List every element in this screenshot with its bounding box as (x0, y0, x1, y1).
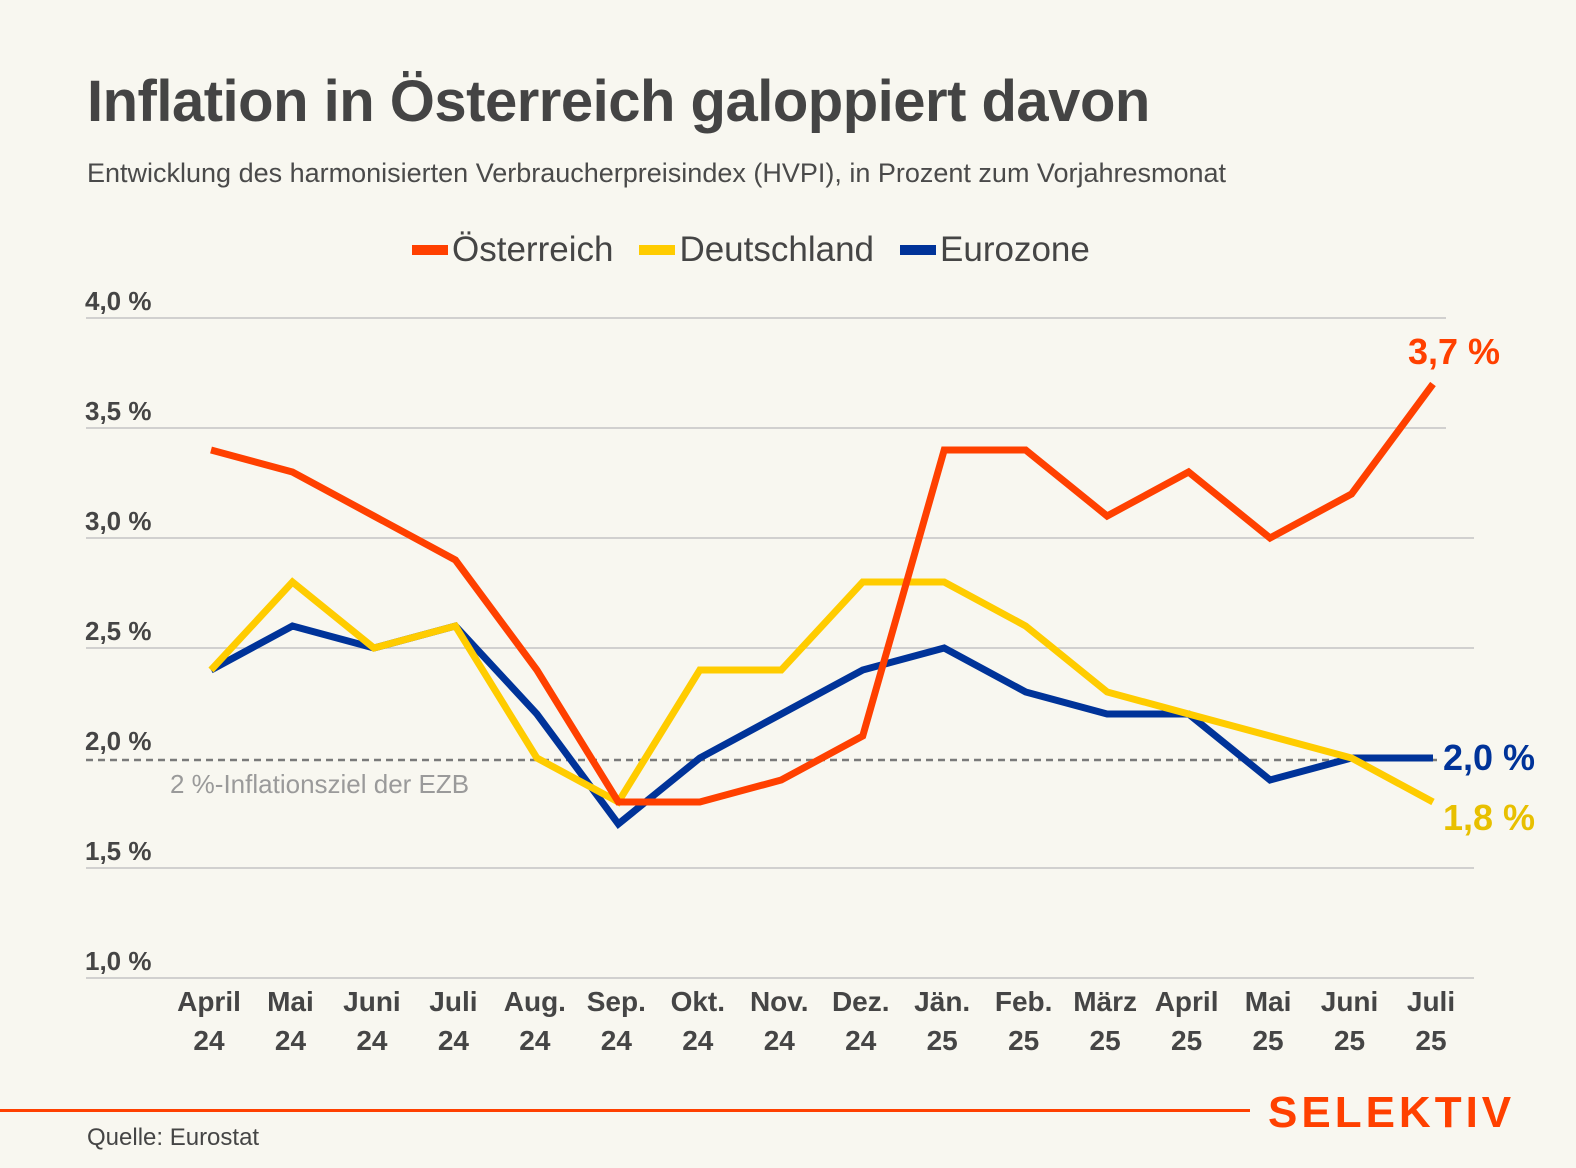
series-lines (208, 381, 1436, 830)
x-tick-label-month: April (177, 986, 241, 1017)
x-tick-label-year: 25 (1008, 1025, 1039, 1056)
x-tick-label-month: Nov. (750, 986, 809, 1017)
x-tick-label-year: 25 (1090, 1025, 1121, 1056)
target-line-group: 2 %-Inflationsziel der EZB (86, 758, 1440, 799)
x-tick-label-month: Mai (267, 986, 314, 1017)
x-tick-label-month: Sep. (587, 986, 646, 1017)
x-tick-label-year: 24 (356, 1025, 388, 1056)
end-labels: 3,7 % 1,8 % 2,0 % (1408, 331, 1535, 838)
x-tick-label-month: März (1073, 986, 1137, 1017)
series-line-germany (208, 577, 1435, 807)
legend-item-eurozone: Eurozone (900, 230, 1090, 270)
x-tick-label-month: Jän. (914, 986, 970, 1017)
x-tick-label-year: 24 (601, 1025, 633, 1056)
legend-swatch-germany (639, 245, 676, 255)
x-tick-label-month: Mai (1245, 986, 1292, 1017)
x-tick-label-month: Juni (343, 986, 401, 1017)
x-tick-label-month: Juli (1407, 986, 1455, 1017)
y-tick-label: 4,0 % (85, 286, 152, 316)
y-axis-ticks: 1,0 % 1,5 % 2,0 % 2,5 % 3,0 % 3,5 % 4,0 % (85, 286, 152, 976)
chart-subtitle: Entwicklung des harmonisierten Verbrauch… (87, 158, 1227, 188)
x-tick-label-year: 24 (438, 1025, 470, 1056)
x-tick-label-month: April (1155, 986, 1219, 1017)
x-tick-label-year: 25 (1415, 1025, 1446, 1056)
chart-title: Inflation in Österreich galoppiert davon (87, 69, 1150, 134)
x-tick-label-month: Okt. (671, 986, 725, 1017)
x-tick-label-month: Aug. (504, 986, 566, 1017)
y-tick-label: 3,0 % (85, 506, 152, 536)
x-tick-label-month: Feb. (995, 986, 1053, 1017)
x-tick-label-year: 24 (845, 1025, 877, 1056)
x-axis-ticks: April 24 Mai 24 Juni 24 Juli 24 Aug. 24 Sep. 24 Okt.… (177, 986, 1455, 1056)
x-tick-label-year: 24 (275, 1025, 307, 1056)
y-tick-label: 2,5 % (85, 616, 152, 646)
legend-swatch-eurozone (900, 245, 937, 255)
x-tick-label-year: 24 (682, 1025, 714, 1056)
x-tick-label-month: Juli (429, 986, 477, 1017)
series-line-austria (210, 381, 1436, 806)
legend-item-austria: Österreich (412, 230, 613, 270)
x-tick-label-year: 25 (1171, 1025, 1202, 1056)
line-chart: 1,0 % 1,5 % 2,0 % 2,5 % 3,0 % 3,5 % 4,0 % 2 %-… (85, 286, 1535, 1056)
source-note: Quelle: Eurostat (87, 1124, 260, 1151)
legend-label-eurozone: Eurozone (940, 230, 1090, 269)
end-label-germany: 1,8 % (1443, 797, 1535, 838)
legend-label-austria: Österreich (452, 230, 614, 269)
y-tick-label: 1,0 % (85, 946, 152, 976)
x-tick-label-year: 25 (1334, 1025, 1365, 1056)
y-tick-label: 1,5 % (85, 836, 152, 866)
y-tick-label: 3,5 % (85, 396, 152, 426)
x-tick-label-month: Dez. (832, 986, 890, 1017)
footer-divider (0, 1109, 1250, 1112)
legend-item-germany: Deutschland (639, 230, 874, 270)
y-tick-label: 2,0 % (85, 726, 152, 756)
grid-lines (86, 317, 1474, 979)
brand-logo: SELEKTIV (1268, 1088, 1516, 1137)
x-tick-label-year: 25 (1252, 1025, 1283, 1056)
end-label-austria: 3,7 % (1408, 331, 1500, 372)
x-tick-label-month: Juni (1321, 986, 1379, 1017)
legend-label-germany: Deutschland (679, 230, 875, 269)
x-tick-label-year: 24 (193, 1025, 225, 1056)
target-line-label: 2 %-Inflationsziel der EZB (170, 769, 469, 799)
end-label-eurozone: 2,0 % (1443, 737, 1535, 778)
x-tick-label-year: 24 (519, 1025, 551, 1056)
x-tick-label-year: 25 (927, 1025, 958, 1056)
x-tick-label-year: 24 (764, 1025, 796, 1056)
legend: Österreich Deutschland Eurozone (412, 230, 1116, 270)
legend-swatch-austria (412, 245, 448, 255)
